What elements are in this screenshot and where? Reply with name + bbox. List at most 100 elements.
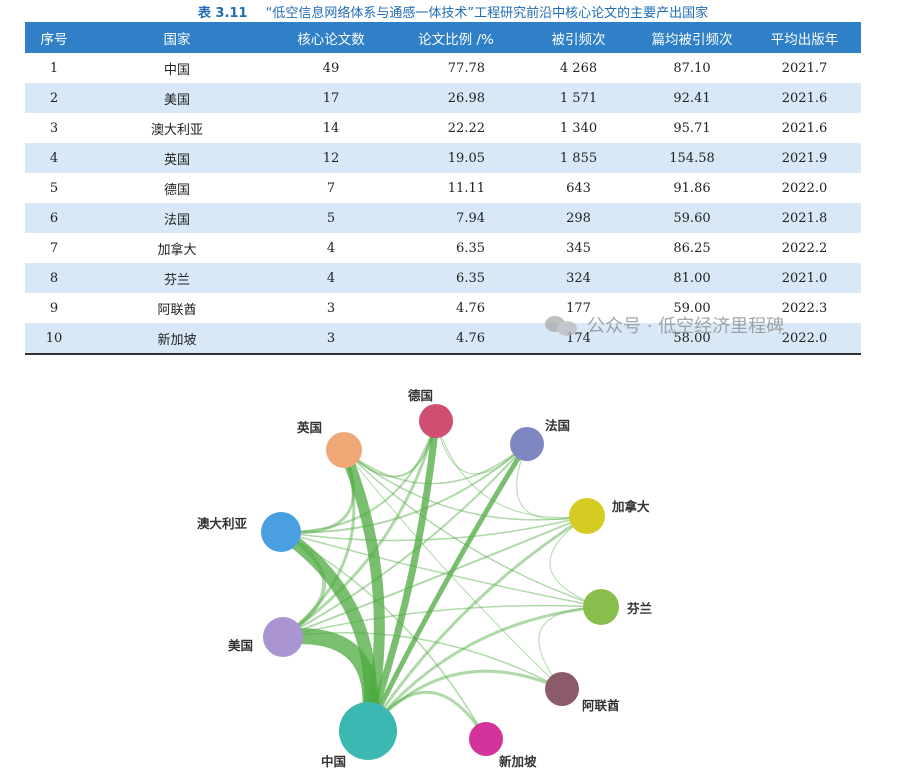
cell-citations-per-paper: 95.71 — [673, 120, 711, 136]
cell-mean-year: 2021.7 — [781, 60, 828, 76]
table-row: 10 新加坡 3 4.76 174 58.00 2022.0 — [25, 323, 861, 355]
cell-mean-year: 2021.6 — [748, 83, 861, 113]
cell-country: 英国 — [83, 143, 271, 173]
network-link — [282, 604, 602, 638]
network-link — [280, 515, 588, 542]
cell-index: 4 — [25, 143, 83, 173]
cell-paper-ratio: 4.76 — [391, 323, 521, 355]
cell-citations: 345 — [566, 240, 591, 256]
cell-country: 芬兰 — [83, 263, 271, 293]
cell-country: 中国 — [163, 62, 190, 78]
table-title: “低空信息网络体系与通感一体技术”工程研究前沿中核心论文的主要产出国家 — [265, 6, 709, 21]
network-link — [343, 449, 563, 690]
cell-citations-per-paper: 86.25 — [673, 240, 711, 256]
cell-citations: 174 — [521, 323, 636, 355]
cell-paper-ratio: 26.98 — [391, 83, 521, 113]
cell-paper-ratio: 77.78 — [447, 60, 485, 76]
network-node — [469, 722, 503, 756]
network-node-label: 芬兰 — [626, 601, 653, 616]
cell-country: 加拿大 — [157, 242, 197, 258]
network-node-label: 英国 — [297, 420, 322, 435]
cell-country: 澳大利亚 — [150, 122, 203, 138]
cell-core-papers: 3 — [326, 300, 336, 316]
cell-country: 法国 — [83, 203, 271, 233]
network-node-label: 德国 — [408, 388, 433, 403]
network-links — [274, 417, 603, 741]
cell-index: 1 — [49, 60, 59, 76]
cell-index: 8 — [25, 263, 83, 293]
cell-mean-year: 2022.0 — [748, 323, 861, 355]
network-node — [583, 589, 619, 625]
cell-citations: 1 340 — [559, 120, 598, 136]
table-row: 4 英国 12 19.05 1 855 154.58 2021.9 — [25, 143, 861, 173]
cell-core-papers: 4 — [326, 240, 336, 256]
network-link — [280, 531, 602, 608]
network-node — [569, 498, 605, 534]
cell-index: 5 — [49, 180, 59, 196]
cell-paper-ratio: 11.11 — [447, 180, 485, 196]
cell-mean-year: 2022.2 — [781, 240, 828, 256]
network-node-label: 新加坡 — [499, 754, 537, 769]
network-link — [365, 441, 530, 734]
wechat-icon — [545, 313, 579, 337]
network-link — [338, 444, 385, 737]
cell-citations-per-paper: 92.41 — [636, 83, 748, 113]
cell-citations-per-paper: 59.00 — [673, 300, 711, 316]
network-link — [364, 417, 440, 735]
network-link — [538, 606, 602, 690]
table-row: 8 芬兰 4 6.35 324 81.00 2021.0 — [25, 263, 861, 293]
cell-mean-year: 2021.0 — [748, 263, 861, 293]
cell-paper-ratio: 22.22 — [447, 120, 485, 136]
network-link — [343, 449, 588, 521]
cell-core-papers: 17 — [271, 83, 391, 113]
cell-paper-ratio: 4.76 — [456, 300, 485, 316]
table-row: 2 美国 17 26.98 1 571 92.41 2021.6 — [25, 83, 861, 113]
network-link — [366, 514, 589, 733]
cell-paper-ratio: 19.05 — [391, 143, 521, 173]
cell-index: 6 — [25, 203, 83, 233]
cell-mean-year: 2021.8 — [748, 203, 861, 233]
network-node — [326, 432, 362, 468]
cell-mean-year: 2021.6 — [781, 120, 828, 136]
network-node — [339, 702, 397, 760]
cell-country: 阿联酋 — [157, 302, 197, 318]
cell-index: 3 — [49, 120, 59, 136]
network-node — [545, 672, 579, 706]
cell-country: 新加坡 — [83, 323, 271, 355]
cell-core-papers: 12 — [271, 143, 391, 173]
network-link — [343, 449, 602, 608]
network-link — [280, 443, 528, 534]
network-link — [549, 515, 602, 608]
cell-index: 7 — [49, 240, 59, 256]
col-header-paper-ratio: 论文比例 /% — [391, 22, 521, 53]
table-row: 1 中国 49 77.78 4 268 87.10 2021.7 — [25, 53, 861, 83]
col-header-country: 国家 — [83, 22, 271, 53]
network-link — [279, 448, 355, 535]
network-link — [366, 605, 603, 733]
network-node-label: 法国 — [545, 418, 570, 433]
network-link — [281, 419, 438, 639]
cell-country: 德国 — [163, 182, 190, 198]
table-row: 5 德国 7 11.11 643 91.86 2022.0 — [25, 173, 861, 203]
network-link — [435, 420, 588, 519]
cell-core-papers: 49 — [322, 60, 340, 76]
cell-paper-ratio: 6.35 — [391, 263, 521, 293]
network-node — [510, 427, 544, 461]
cell-core-papers: 7 — [326, 180, 336, 196]
table-number: 表 3.11 — [197, 6, 248, 21]
cell-index: 10 — [25, 323, 83, 355]
cell-citations-per-paper: 58.00 — [636, 323, 748, 355]
cell-index: 9 — [49, 300, 59, 316]
table-row: 9 阿联酋 3 4.76 177 59.00 2022.3 — [25, 293, 861, 323]
cell-paper-ratio: 7.94 — [391, 203, 521, 233]
cell-citations: 1 855 — [521, 143, 636, 173]
cell-core-papers: 5 — [271, 203, 391, 233]
cell-core-papers: 4 — [271, 263, 391, 293]
network-link — [435, 420, 528, 475]
cell-citations: 643 — [566, 180, 591, 196]
network-node-label: 加拿大 — [611, 499, 650, 514]
cell-citations: 324 — [521, 263, 636, 293]
cell-mean-year: 2022.0 — [781, 180, 828, 196]
